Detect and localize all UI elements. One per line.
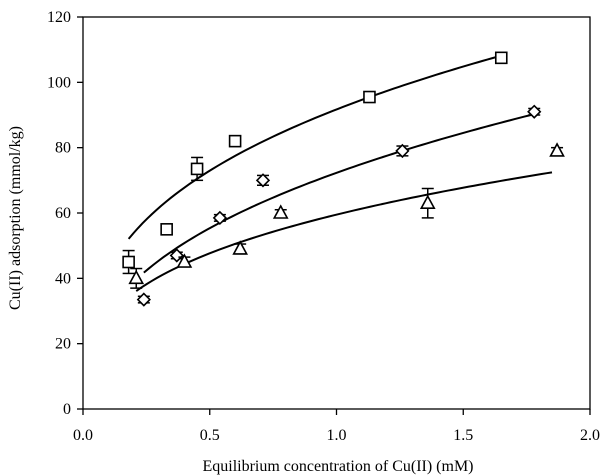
plot-area: 0 20 40 60 80 100 120 0.0 0.5 1.0 1.5 2.0 <box>47 9 600 444</box>
diamond-marker <box>136 292 151 307</box>
triangle-marker <box>419 194 436 209</box>
x-tick-label: 1.0 <box>327 427 347 444</box>
square-marker <box>190 162 204 176</box>
x-axis-title: Equilibrium concentration of Cu(II) (mM) <box>202 458 473 475</box>
plot-frame <box>82 16 591 410</box>
fit-curve-triangle <box>135 171 553 292</box>
y-tick-label: 0 <box>63 401 71 418</box>
diamond-marker <box>255 173 271 188</box>
y-tick-label: 100 <box>47 74 71 91</box>
diamond-marker <box>395 143 410 159</box>
diamond-marker <box>212 210 228 226</box>
y-axis-title: Cu(II) adsorption (mmol/kg) <box>7 126 24 310</box>
diamond-marker <box>527 104 542 119</box>
x-tick-label: 0.0 <box>73 427 93 444</box>
y-tick-label: 20 <box>55 336 71 353</box>
square-marker <box>160 223 173 236</box>
x-tick-label: 2.0 <box>580 427 600 444</box>
y-tick-label: 60 <box>55 205 71 222</box>
square-marker <box>363 90 376 104</box>
y-tick-label: 40 <box>55 270 71 287</box>
triangle-marker <box>128 269 145 285</box>
square-marker <box>122 255 135 269</box>
fit-curve-diamond <box>143 113 535 274</box>
triangle-marker <box>549 142 565 157</box>
fit-curve-square <box>127 54 502 240</box>
triangle-marker <box>176 253 193 268</box>
y-tick-label: 80 <box>55 140 71 157</box>
x-tick-label: 1.5 <box>453 427 473 444</box>
triangle-marker <box>272 204 289 219</box>
diamond-marker <box>169 248 184 263</box>
triangle-marker <box>232 240 249 255</box>
square-marker <box>494 51 508 65</box>
square-marker <box>228 134 242 148</box>
x-tick-label: 0.5 <box>200 427 220 444</box>
y-tick-label: 120 <box>47 9 71 26</box>
